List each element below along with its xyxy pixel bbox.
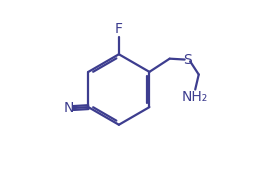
Text: S: S <box>183 53 192 67</box>
Text: N: N <box>63 101 74 115</box>
Text: F: F <box>115 22 123 36</box>
Text: NH₂: NH₂ <box>182 90 208 104</box>
